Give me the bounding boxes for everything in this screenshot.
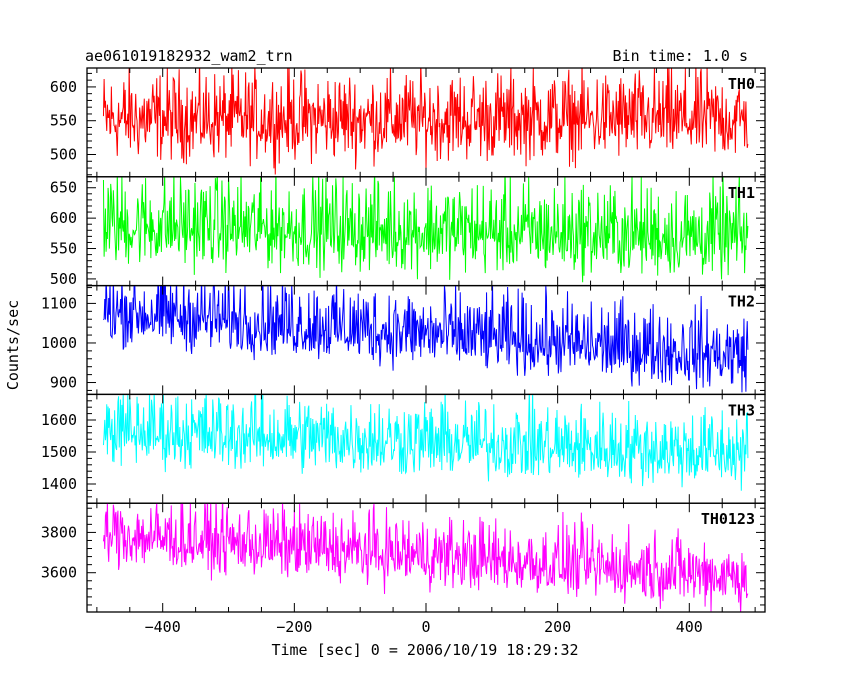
- chart-title-left: ae061019182932_wam2_trn: [85, 47, 293, 65]
- x-axis-label: Time [sec] 0 = 2006/10/19 18:29:32: [271, 641, 578, 659]
- y-axis-label: Counts/sec: [4, 300, 22, 390]
- panel-th3: 1400 1500 1600 TH3: [41, 393, 766, 504]
- x-tick-label: −200: [276, 618, 312, 636]
- x-tick-label: −400: [145, 618, 181, 636]
- panel-th0123: 3600 3800 TH0123: [41, 502, 766, 613]
- y-tick-label: 1100: [41, 294, 77, 312]
- y-tick-label: 1400: [41, 475, 77, 493]
- panel-th2: 900 1000 1100 TH2: [41, 284, 766, 396]
- y-tick-label: 900: [50, 374, 77, 392]
- series-line-th0123: [102, 503, 749, 613]
- y-tick-label: 550: [50, 240, 77, 258]
- panel-th1: 500 550 600 650 TH1: [50, 176, 766, 288]
- series-label-th2: TH2: [728, 293, 755, 311]
- y-tick-label: 600: [50, 209, 77, 227]
- y-tick-label: 500: [50, 270, 77, 288]
- x-axis: −400 −200 0 200 400: [145, 618, 703, 636]
- series-line-th1: [102, 176, 749, 283]
- panel-th0: 500 550 600 TH0: [50, 67, 766, 178]
- series-label-th3: TH3: [728, 401, 755, 419]
- y-tick-label: 1500: [41, 443, 77, 461]
- x-tick-label: 0: [421, 618, 430, 636]
- y-tick-label: 3800: [41, 523, 77, 541]
- y-tick-label: 3600: [41, 564, 77, 582]
- y-tick-label: 1000: [41, 334, 77, 352]
- chart-title-right: Bin time: 1.0 s: [613, 47, 748, 65]
- x-tick-label: 200: [544, 618, 571, 636]
- series-line-th2: [103, 285, 749, 393]
- series-label-th1: TH1: [728, 184, 755, 202]
- series-label-th0123: TH0123: [701, 510, 755, 528]
- y-tick-label: 650: [50, 179, 77, 197]
- y-tick-label: 550: [50, 112, 77, 130]
- y-tick-label: 1600: [41, 411, 77, 429]
- series-label-th0: TH0: [728, 75, 755, 93]
- series-line-th0: [102, 68, 749, 175]
- y-tick-label: 600: [50, 78, 77, 96]
- panels-group: 500 550 600 TH0 500 550 600 650 TH1 900 1000 1100 TH…: [41, 67, 766, 613]
- y-tick-label: 500: [50, 145, 77, 163]
- x-tick-label: 400: [676, 618, 703, 636]
- series-line-th3: [102, 394, 749, 491]
